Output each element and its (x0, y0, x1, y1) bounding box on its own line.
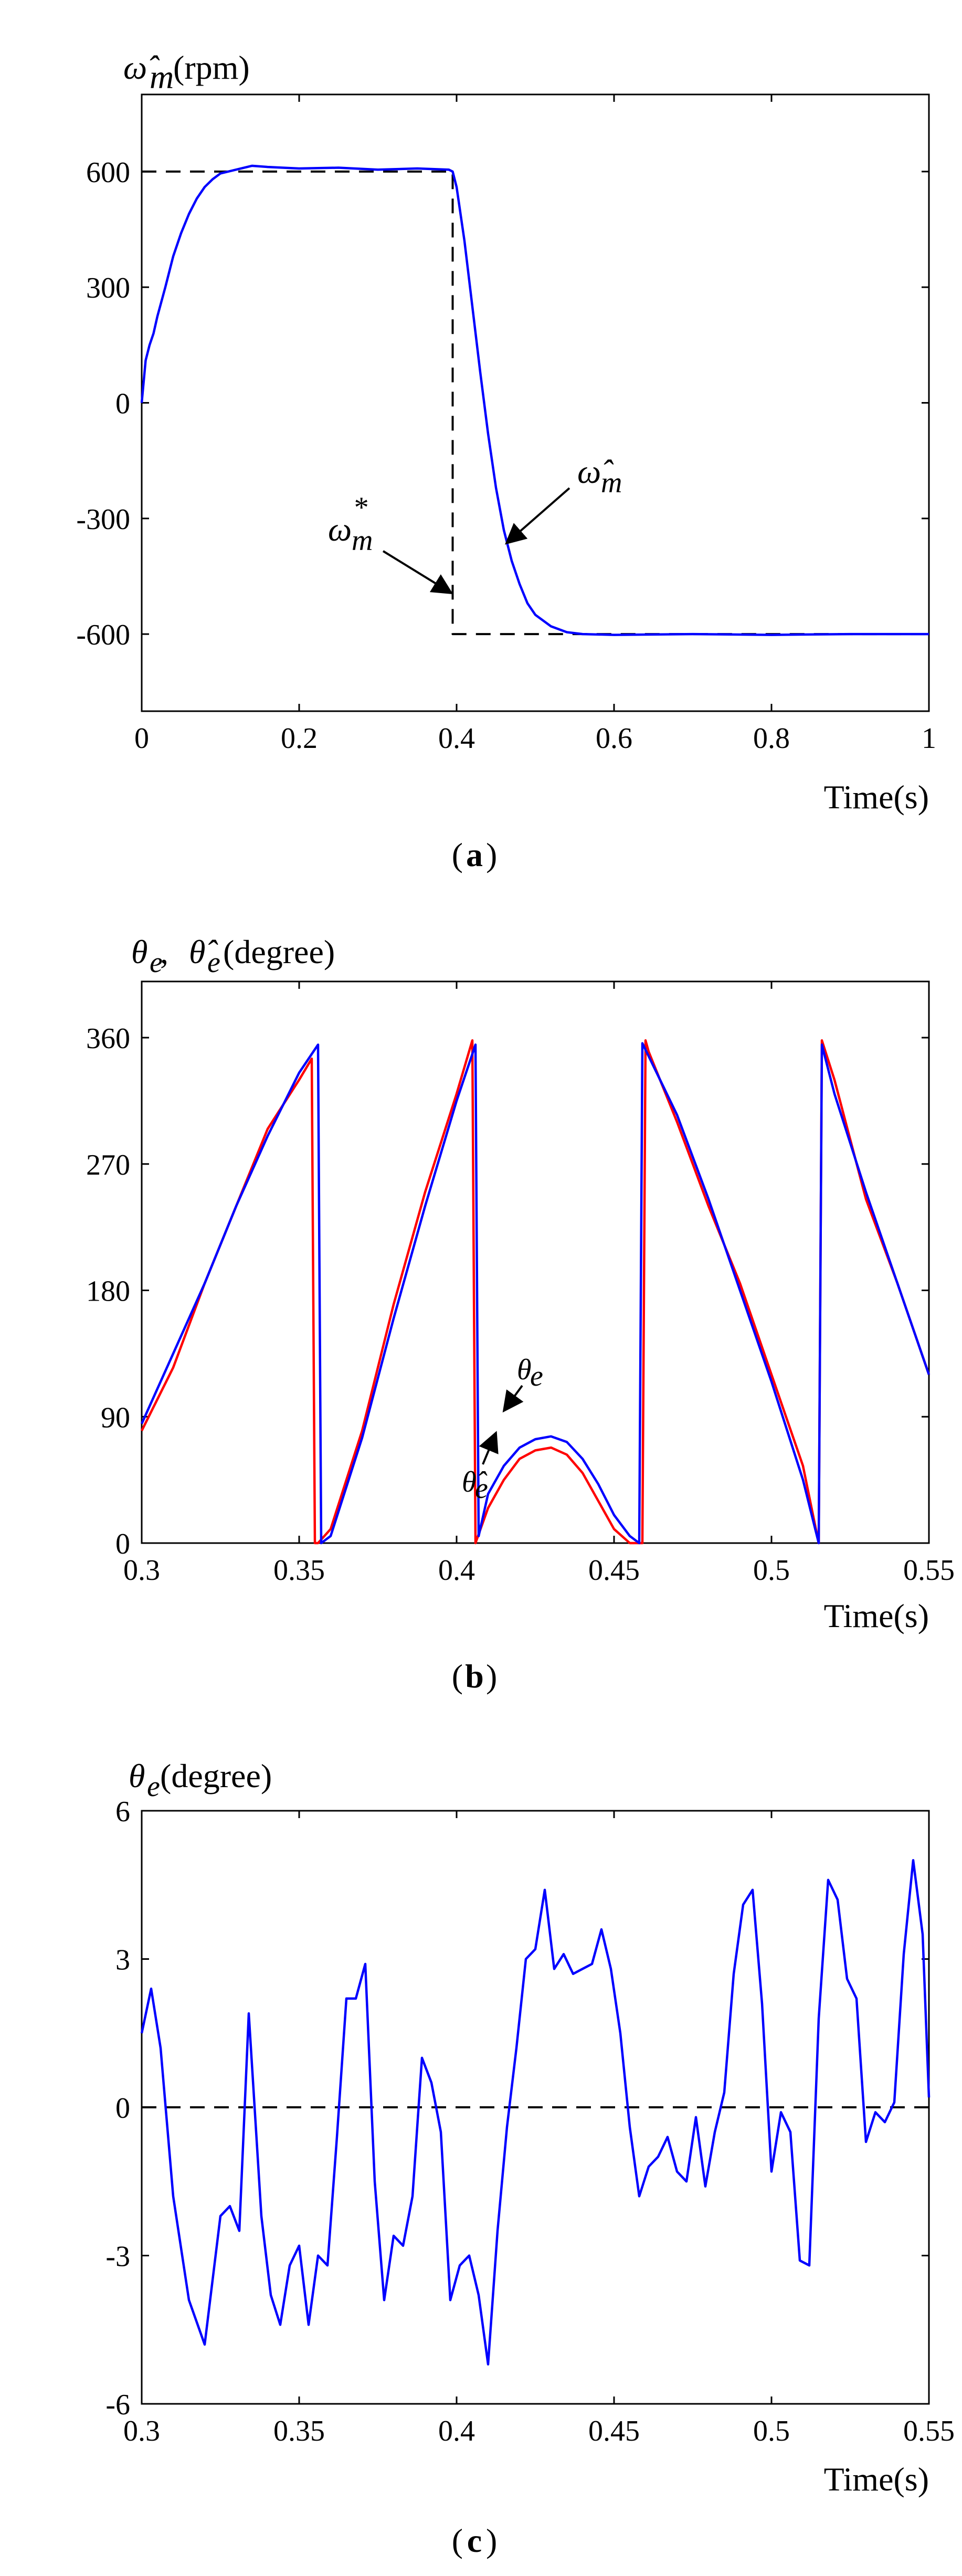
panel-c-caption: ( c ) (452, 2522, 498, 2559)
panel-b-xtick-label: 0.45 (588, 1554, 640, 1587)
panel-a-ytick-label: 0 (115, 388, 130, 420)
svg-text:): ) (486, 836, 497, 873)
panel-a-annot-ref-sup: * (353, 491, 367, 524)
panel-c-ytick-label: -6 (105, 2389, 130, 2421)
panel-b-caption: ( b ) (452, 1657, 498, 1695)
panel-b-ytick-label: 90 (101, 1401, 130, 1434)
svg-text:(: ( (452, 2522, 463, 2559)
panel-b-ytick-label: 180 (86, 1275, 130, 1308)
panel-c: θ e (degree) 0.3 0.35 0.4 0.45 0.5 0.55 -6 -3 0 3… (105, 1757, 955, 2559)
panel-b-plot-frame (141, 980, 930, 1544)
panel-c-ytick-label: -3 (105, 2241, 130, 2273)
panel-b-xtick-label: 0.55 (903, 1554, 955, 1587)
panel-a-caption-label: a (466, 836, 483, 873)
panel-c-ytick-label: 6 (115, 1796, 130, 1828)
panel-c-ytick-label: 0 (115, 2092, 130, 2125)
panel-b-ytick-label: 360 (86, 1022, 130, 1055)
panel-b-ytick-label: 270 (86, 1149, 130, 1181)
panel-a-arrow-est (504, 487, 570, 545)
panel-b-xtick-label: 0.3 (123, 1554, 160, 1587)
panel-b-arrow-actual (502, 1385, 524, 1413)
panel-c-ylabel-symbol: θ (129, 1757, 145, 1794)
panel-a-xtick-label: 1 (922, 722, 936, 755)
panel-c-xtick-label: 0.3 (123, 2415, 160, 2447)
panel-b-arrow-est (479, 1431, 499, 1465)
panel-a-annot-ref-sub: m (352, 524, 373, 557)
panel-b-annotation-est: θ̂ e (462, 1431, 499, 1505)
panel-b-ylabel-unit: (degree) (223, 933, 335, 970)
panel-a-xtick-label: 0.6 (596, 722, 632, 755)
panel-c-xtick-label: 0.35 (273, 2415, 325, 2447)
panel-a-ytick-label: -600 (76, 619, 130, 651)
panel-b-ylabel-sub2: e (207, 946, 220, 979)
panel-c-caption-label: c (467, 2522, 482, 2559)
panel-a-caption: ( a ) (452, 836, 498, 873)
panel-c-xtick-label: 0.5 (753, 2415, 790, 2447)
panel-b-ytick-label: 0 (115, 1528, 130, 1560)
panel-b-ylabel-sep: , (160, 933, 168, 970)
panel-b-annotation-actual: θ e (502, 1354, 543, 1413)
panel-a-arrow-ref (382, 550, 453, 595)
panel-a-ylabel-unit: (rpm) (173, 49, 250, 86)
panel-a-xtick-label: 0.8 (753, 722, 790, 755)
panel-b-series-actual (140, 1042, 931, 1545)
panel-b-ylabel-s1: θ (131, 933, 147, 970)
panel-a-ytick-label: 300 (86, 272, 130, 304)
panel-c-marks: 0.3 0.35 0.4 0.45 0.5 0.55 -6 -3 0 3 6 (105, 1796, 955, 2447)
panel-c-series-error (140, 1859, 931, 2366)
panel-a-xtick-label: 0.4 (438, 722, 475, 755)
panel-a-annot-est-sub: m (601, 467, 622, 499)
panel-b-marks: 0.3 0.35 0.4 0.45 0.5 0.55 0 90 180 270 360 (86, 981, 955, 1587)
panel-a-xtick-label: 0.2 (281, 722, 318, 755)
panel-c-xtick-label: 0.4 (438, 2415, 475, 2447)
panel-a-xtick-label: 0 (134, 722, 149, 755)
panel-a-annotation-est: ω̂ m (504, 453, 622, 545)
panel-c-xlabel: Time(s) (824, 2461, 929, 2498)
panel-b-xtick-label: 0.5 (753, 1554, 790, 1587)
panel-a-plot-frame (141, 93, 930, 712)
panel-c-ytick-label: 3 (115, 1944, 130, 1977)
panel-b-xlabel: Time(s) (824, 1597, 929, 1634)
panel-a-ylabel-sub: m (150, 58, 174, 96)
panel-b-ylabel: θ e , θ̂ e (degree) (131, 933, 335, 979)
panel-a-annot-ref-symbol: ω (328, 511, 352, 548)
panel-b-series-estimate (140, 1039, 931, 1545)
panel-b-caption-label: b (465, 1657, 484, 1695)
panel-b-ylabel-sub1: e (150, 946, 163, 979)
panel-b-annot-actual-sub: e (530, 1360, 543, 1392)
panel-c-ylabel-unit: (degree) (160, 1757, 272, 1794)
panel-a-ytick-label: 600 (86, 156, 130, 189)
svg-text:(: ( (452, 1657, 463, 1695)
panel-a-ylabel: ω̂ m (rpm) (123, 49, 250, 96)
svg-text:): ) (486, 2522, 497, 2559)
panel-a-series-reference (142, 170, 929, 636)
panel-b-annot-est-sub: e (475, 1472, 488, 1505)
panel-a-annotation-ref: ω m * (328, 491, 453, 595)
panel-c-xtick-label: 0.55 (903, 2415, 955, 2447)
panel-b-annot-actual-symbol: θ (517, 1354, 532, 1386)
panel-c-ylabel-sub: e (147, 1770, 160, 1803)
panel-c-xtick-label: 0.45 (588, 2415, 640, 2447)
panel-a: ω̂ m (rpm) 0 0.2 0.4 0.6 0.8 1 -600 -300 0 300 600… (76, 49, 936, 873)
panel-b-xtick-label: 0.35 (273, 1554, 325, 1587)
panel-a-series-estimate (140, 164, 929, 636)
panel-a-xlabel: Time(s) (824, 778, 929, 816)
svg-text:(: ( (452, 836, 463, 873)
panel-b: θ e , θ̂ e (degree) 0.3 0.35 0.4 0.45 0.5 0.5… (86, 933, 955, 1695)
svg-text:): ) (486, 1657, 497, 1695)
panel-c-ylabel: θ e (degree) (129, 1757, 272, 1803)
panel-a-ytick-label: -300 (76, 503, 130, 536)
panel-a-marks: 0 0.2 0.4 0.6 0.8 1 -600 -300 0 300 600 (76, 94, 936, 755)
panel-b-xtick-label: 0.4 (438, 1554, 475, 1587)
